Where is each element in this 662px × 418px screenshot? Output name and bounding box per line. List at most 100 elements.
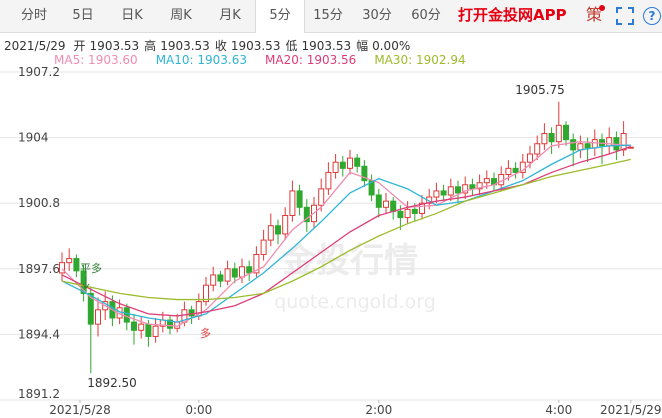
candle-body	[505, 167, 512, 176]
info-label: 收	[214, 39, 227, 53]
info-label: 开	[73, 39, 86, 53]
legend-entry: MA5: 1903.60	[54, 53, 138, 67]
strategy-icon[interactable]: 策	[586, 5, 603, 24]
candle-body	[275, 225, 281, 235]
tab[interactable]: 5分	[255, 0, 305, 33]
candle-body	[239, 266, 245, 278]
candle-body	[606, 137, 613, 147]
legend-entry: MA20: 1903.56	[265, 53, 357, 67]
legend-entry: MA10: 1903.63	[155, 53, 247, 67]
tab[interactable]: 分时	[20, 8, 47, 23]
info-value: 1903.53	[160, 39, 210, 53]
candle-body	[375, 194, 382, 208]
ma-line	[61, 144, 631, 323]
candle-body	[411, 208, 418, 214]
candle-body	[203, 284, 209, 303]
candle-body	[476, 182, 483, 190]
candle-body	[73, 258, 80, 272]
x-tick-label: 2021/5/29	[600, 403, 662, 417]
candle-body	[404, 208, 411, 219]
ma-line	[61, 146, 632, 317]
candle-body	[282, 215, 289, 235]
info-value: 1903.53	[301, 39, 352, 53]
info-value: 0.00%	[372, 39, 411, 53]
y-tick-label: 1894.4	[18, 327, 60, 341]
x-tick-label: 2:00	[365, 403, 392, 417]
candle-body	[289, 190, 296, 216]
tab[interactable]: 周K	[170, 8, 192, 23]
high-label: 1905.75	[515, 83, 565, 97]
candle-body	[563, 124, 569, 141]
candle-body	[210, 274, 217, 286]
candle-body	[253, 253, 260, 274]
ma-line	[61, 158, 631, 301]
info-value: 1903.53	[230, 39, 281, 53]
candle-body	[145, 323, 152, 337]
candle-body	[483, 178, 490, 184]
candle-body	[383, 200, 389, 208]
low-label: 1892.50	[87, 376, 137, 390]
info-value: 1903.53	[89, 39, 140, 53]
tab[interactable]: 日K	[121, 8, 143, 23]
candle-body	[433, 190, 440, 198]
tab[interactable]: 30分	[362, 8, 392, 23]
legend-entry: MA30: 1902.94	[374, 53, 466, 67]
candle-body	[534, 143, 541, 155]
signal-label: 多	[200, 326, 211, 340]
candle-body	[87, 292, 94, 325]
x-tick-label: 2021/5/28	[49, 403, 111, 417]
candle-body	[318, 188, 325, 206]
candle-body	[419, 202, 425, 214]
candle-body	[260, 239, 267, 255]
info-label: 低	[285, 39, 298, 53]
fullscreen-icon[interactable]	[616, 7, 634, 25]
app-link[interactable]: 打开金投网APP	[458, 6, 567, 24]
legend: MA5: 1903.60 MA10: 1903.63 MA20: 1903.56 MA…	[54, 53, 484, 67]
candle-body	[66, 258, 73, 264]
y-tick-label: 1907.2	[18, 65, 60, 79]
signal-label: 平多	[80, 261, 102, 275]
tab[interactable]: 15分	[313, 8, 343, 23]
candle-body	[138, 323, 145, 331]
candle-body	[440, 190, 447, 196]
candle-body	[519, 161, 526, 173]
candle-body	[224, 268, 231, 282]
y-tick-label: 1897.6	[18, 262, 60, 276]
info-date: 2021/5/29	[4, 39, 66, 53]
candle-body	[555, 124, 562, 143]
info-label: 幅	[356, 39, 369, 53]
red-dot	[599, 5, 605, 11]
candle-body	[577, 143, 584, 151]
candle-body	[217, 274, 224, 282]
toolbar: 打开金投网APP 策 ? 分时 5日 日K 周K 月K 5分 15分 30分 60分	[0, 0, 662, 33]
candle-body	[167, 319, 173, 329]
candle-body	[620, 133, 627, 151]
candle-body	[131, 321, 137, 331]
candle-body	[455, 186, 461, 194]
candle-body	[462, 184, 469, 194]
candle-body	[397, 210, 404, 219]
candle-body	[332, 161, 339, 173]
ma-line	[61, 141, 631, 327]
candle-body	[390, 200, 397, 212]
x-tick-label: 4:00	[545, 403, 572, 417]
info-line: 2021/5/29 开 1903.53 高 1903.53 收 1903.53 低 1903.5…	[4, 37, 415, 54]
candle-body	[95, 309, 101, 325]
candle-body	[231, 268, 238, 278]
candle-body	[296, 190, 303, 208]
info-label: 高	[144, 39, 157, 53]
candle-body	[591, 139, 598, 149]
candle-body	[339, 161, 346, 169]
watermark-url: quote.cngold.org	[274, 291, 436, 313]
candle-body	[246, 266, 253, 274]
candle-body	[325, 171, 332, 190]
tab[interactable]: 月K	[219, 8, 241, 23]
tab[interactable]: 5日	[72, 8, 94, 23]
candle-body	[361, 165, 368, 182]
x-tick-label: 0:00	[185, 403, 212, 417]
tab[interactable]: 60分	[411, 8, 441, 23]
watermark-title: 金投行情	[281, 241, 418, 281]
help-icon[interactable]: ?	[643, 7, 661, 25]
y-tick-label: 1891.2	[18, 387, 60, 401]
